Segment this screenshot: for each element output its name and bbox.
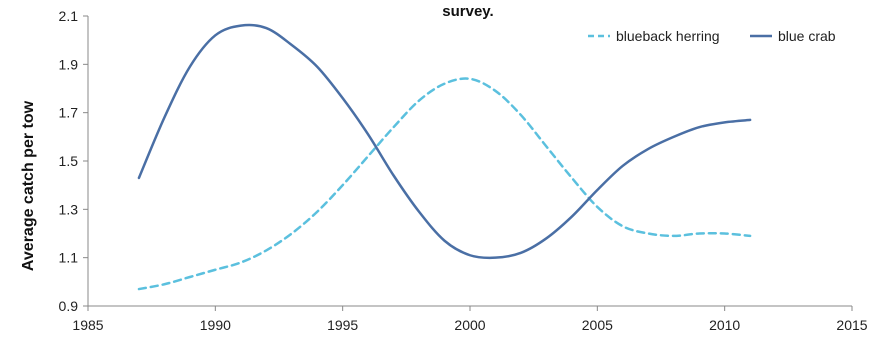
y-tick-label: 1.7 xyxy=(59,105,79,121)
y-tick-label: 0.9 xyxy=(59,298,79,314)
y-tick-label: 1.9 xyxy=(59,56,79,72)
x-tick-label: 1985 xyxy=(72,317,103,333)
legend-label: blueback herring xyxy=(616,28,720,44)
y-tick-label: 2.1 xyxy=(59,8,79,24)
series-line-2 xyxy=(137,23,752,260)
x-tick-label: 2015 xyxy=(836,317,867,333)
y-axis-label: Average catch per tow xyxy=(20,100,37,271)
series-line-1 xyxy=(137,77,752,291)
x-tick-label: 2000 xyxy=(454,317,485,333)
x-tick-label: 2010 xyxy=(709,317,740,333)
y-tick-label: 1.5 xyxy=(59,153,79,169)
series-lines xyxy=(137,23,752,291)
y-tick-label: 1.1 xyxy=(59,250,79,266)
x-tick-label: 2005 xyxy=(582,317,613,333)
chart-title: survey. xyxy=(442,3,493,20)
y-tick-label: 1.3 xyxy=(59,201,79,217)
x-tick-label: 1995 xyxy=(327,317,358,333)
axes xyxy=(83,15,853,311)
tick-labels: 0.9 1.1 1.3 1.5 1.7 1.9 2.1 1985 1990 1995 2000 200… xyxy=(59,8,868,333)
x-tick-label: 1990 xyxy=(200,317,231,333)
legend: blueback herring blue crab xyxy=(588,28,836,44)
legend-label: blue crab xyxy=(778,28,836,44)
